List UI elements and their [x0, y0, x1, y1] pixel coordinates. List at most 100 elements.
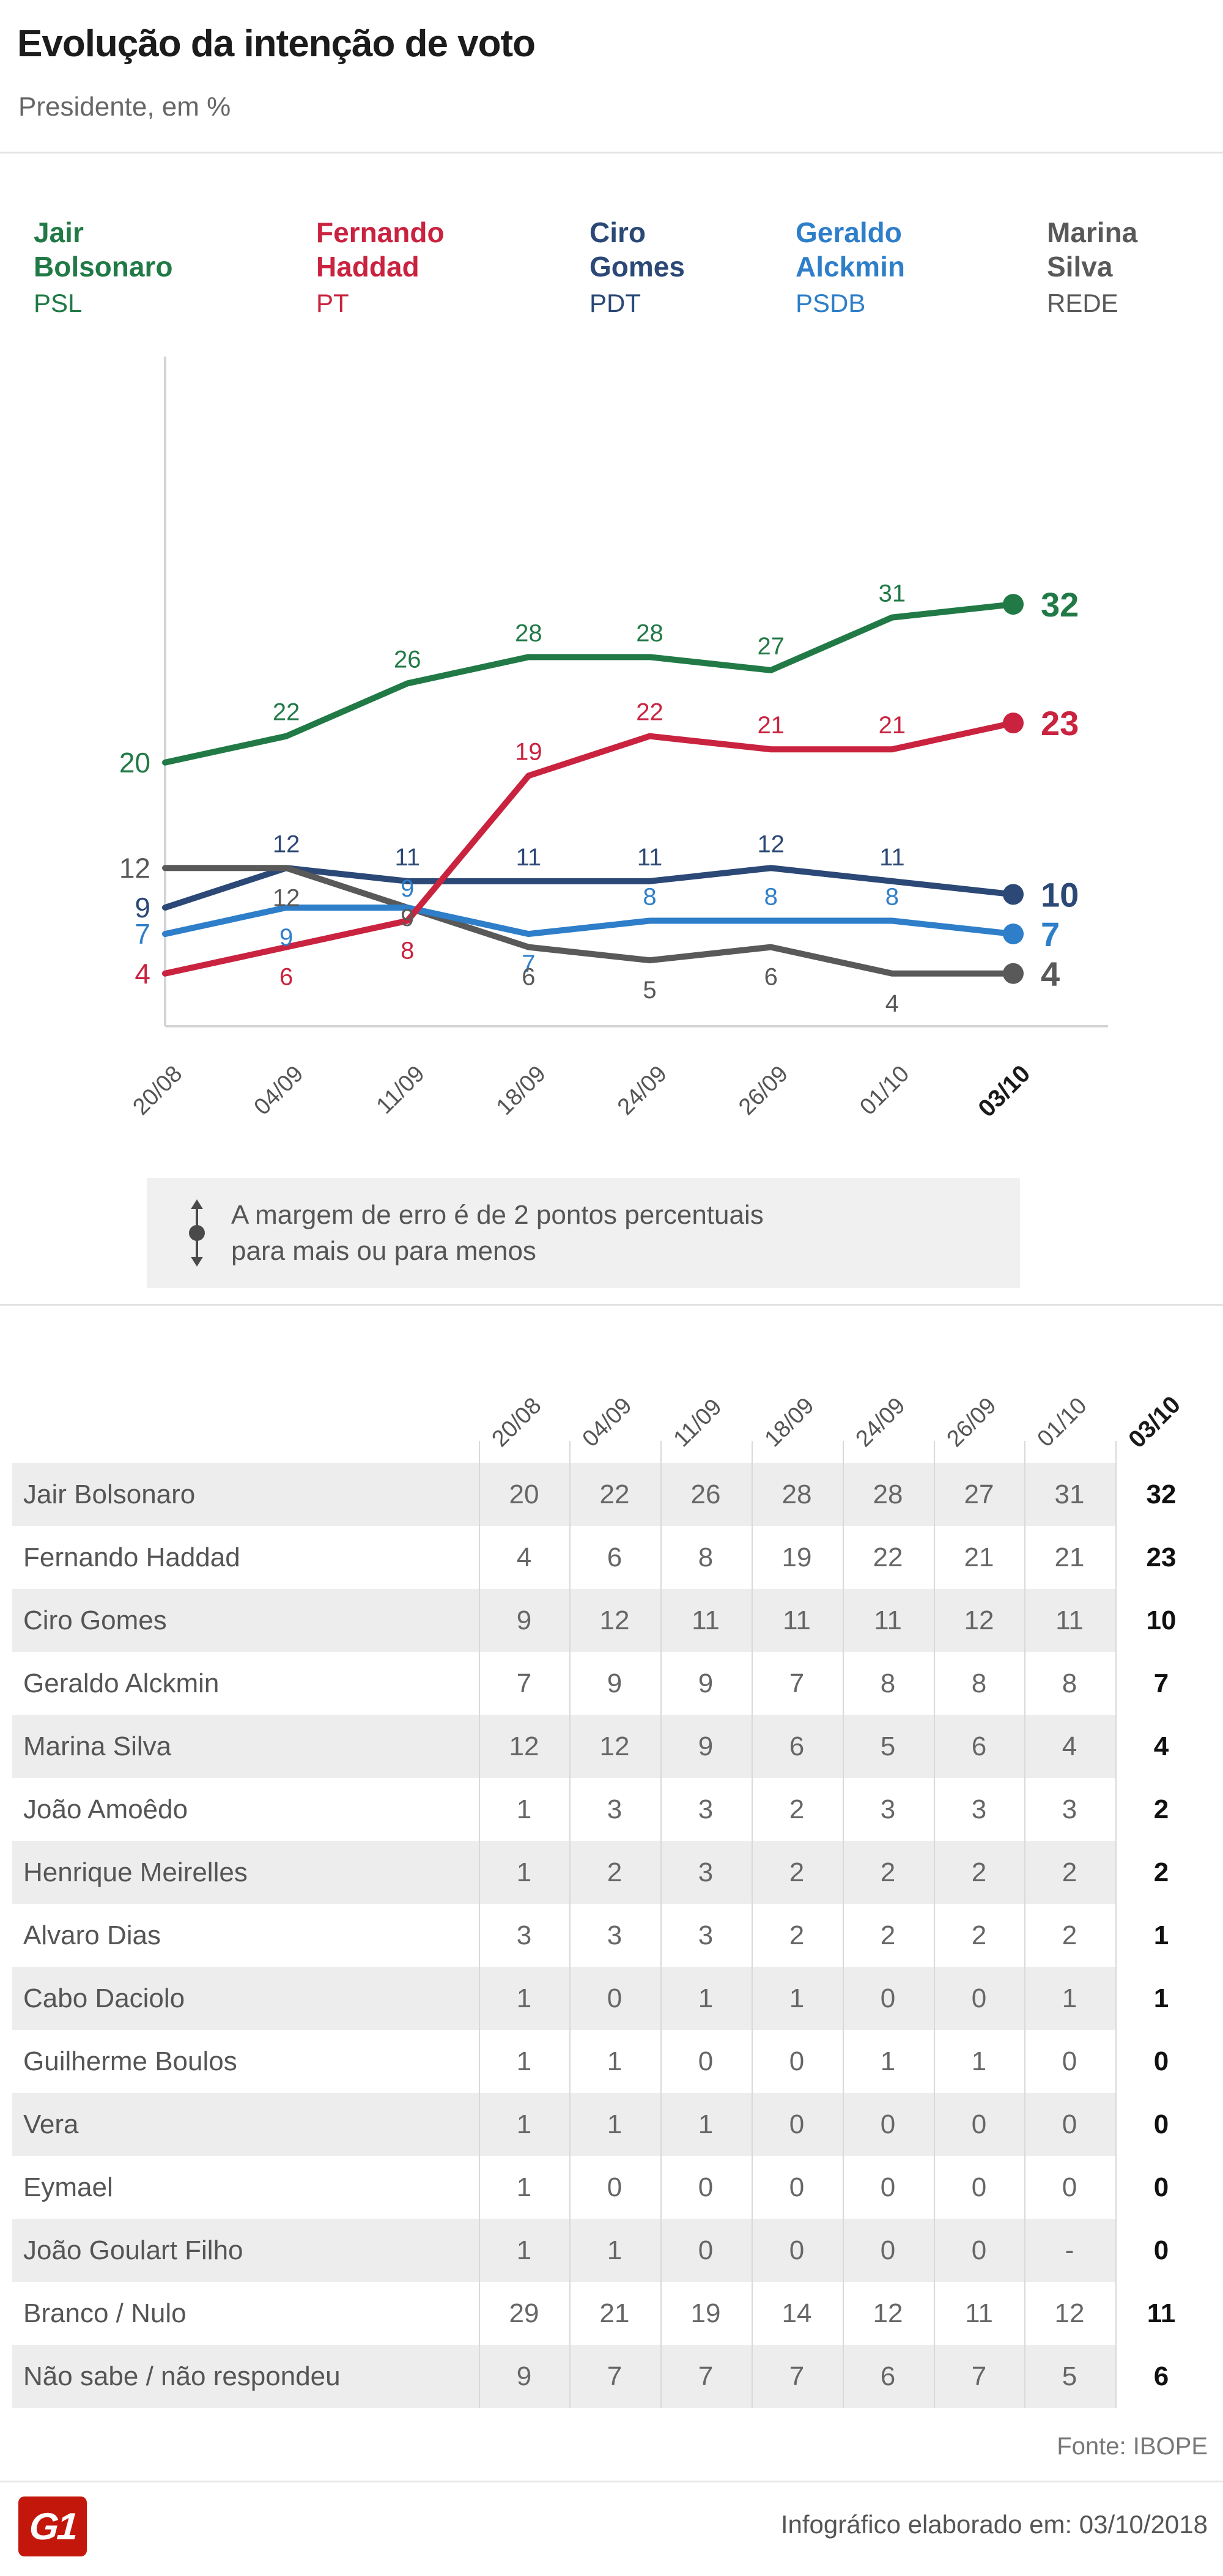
- date-column-header: 04/09: [577, 1393, 637, 1453]
- value-cell: 0: [1153, 2235, 1169, 2265]
- value-cell: 6: [607, 1542, 623, 1572]
- value-cell: 12: [599, 1731, 630, 1761]
- value-cell: 31: [1054, 1479, 1085, 1509]
- value-cell: 26: [690, 1479, 721, 1509]
- value-cell: 3: [1062, 1794, 1077, 1824]
- value-cell: 2: [1153, 1857, 1169, 1887]
- value-cell: 0: [698, 2172, 714, 2202]
- value-cell: 1: [607, 2109, 623, 2139]
- last-column-highlight: [1117, 1715, 1208, 1778]
- value-cell: 0: [971, 2235, 987, 2265]
- footer-divider: [0, 2481, 1223, 2482]
- value-cell: 21: [964, 1542, 994, 1572]
- x-tick-label: 26/09: [734, 1061, 793, 1120]
- party-label: PT: [316, 289, 349, 317]
- value-cell: 1: [516, 1857, 532, 1887]
- x-tick-label: 18/09: [492, 1061, 551, 1120]
- value-cell: 7: [789, 1668, 805, 1698]
- value-label: 8: [643, 884, 656, 911]
- header-divider: [0, 152, 1223, 154]
- value-cell: 0: [789, 2172, 805, 2202]
- value-cell: 1: [1153, 1920, 1169, 1950]
- table-grid-line: [569, 1441, 571, 2408]
- value-cell: 3: [516, 1920, 532, 1950]
- value-cell: 3: [880, 1794, 896, 1824]
- value-cell: 0: [880, 2235, 896, 2265]
- value-cell: 3: [698, 1857, 714, 1887]
- date-column-header: 24/09: [851, 1393, 911, 1453]
- value-label: 9: [401, 875, 414, 902]
- value-cell: 0: [789, 2046, 805, 2076]
- value-cell: 29: [509, 2298, 539, 2328]
- value-label: 8: [764, 884, 778, 911]
- table-grid-line: [752, 1441, 753, 2408]
- margin-of-error-text: A margem de erro é de 2 pontos percentua…: [231, 1200, 764, 1266]
- value-cell: 8: [880, 1668, 896, 1698]
- value-label: 27: [757, 633, 785, 660]
- value-cell: 0: [607, 1983, 623, 2013]
- value-cell: 12: [599, 1605, 630, 1635]
- candidate-name: Ciro Gomes: [589, 217, 685, 283]
- last-column-highlight: [1117, 1652, 1208, 1715]
- last-column-highlight: [1117, 2345, 1208, 2408]
- value-cell: 21: [599, 2298, 630, 2328]
- value-cell: 0: [698, 2046, 714, 2076]
- value-label: 12: [119, 852, 150, 884]
- value-cell: 10: [1146, 1605, 1177, 1635]
- value-cell: 6: [1153, 2361, 1169, 2391]
- series-line-0: [162, 601, 1016, 766]
- value-cell: 22: [873, 1542, 903, 1572]
- value-cell: 1: [516, 2109, 532, 2139]
- value-cell: 1: [607, 2046, 623, 2076]
- value-label: 4: [1041, 955, 1060, 993]
- value-label: 11: [516, 844, 542, 871]
- value-cell: 3: [607, 1794, 623, 1824]
- value-label: 22: [273, 699, 300, 726]
- value-cell: 7: [607, 2361, 623, 2391]
- candidate-name-cell: Geraldo Alckmin: [23, 1668, 220, 1698]
- value-label: 23: [1041, 704, 1079, 742]
- x-tick-label: 03/10: [973, 1060, 1035, 1122]
- value-cell: 1: [971, 2046, 987, 2076]
- series-end-dot: [1002, 963, 1024, 984]
- value-cell: 1: [516, 1794, 532, 1824]
- g1-logo: G1: [18, 2496, 87, 2556]
- value-cell: 0: [971, 1983, 987, 2013]
- value-cell: 0: [607, 2172, 623, 2202]
- value-cell: 0: [789, 2109, 805, 2139]
- table-row: Branco / Nulo 29 21 19 14 12 11 12 11: [12, 2282, 1208, 2345]
- value-label: 7: [1041, 915, 1060, 953]
- table-row: Ciro Gomes 9 12 11 11 11 12 11 10: [12, 1589, 1208, 1652]
- table-grid-line: [1115, 1441, 1117, 2408]
- table-row: Alvaro Dias 3 3 3 2 2 2 2 1: [12, 1904, 1208, 1967]
- value-cell: 32: [1146, 1479, 1177, 1509]
- value-cell: 2: [789, 1857, 805, 1887]
- value-label: 11: [879, 844, 905, 871]
- table-grid-line: [934, 1441, 935, 2408]
- table-row: Cabo Daciolo 1 0 1 1 0 0 1 1: [12, 1967, 1208, 2030]
- value-cell: 11: [692, 1605, 720, 1635]
- value-cell: 8: [1062, 1668, 1077, 1698]
- candidate-name-cell: Guilherme Boulos: [23, 2046, 237, 2076]
- value-cell: 2: [789, 1920, 805, 1950]
- candidate-name: Fernando Haddad: [316, 217, 445, 283]
- value-cell: 1: [698, 2109, 714, 2139]
- value-cell: 6: [789, 1731, 805, 1761]
- value-cell: 4: [1153, 1731, 1169, 1761]
- value-cell: 11: [1055, 1605, 1084, 1635]
- last-column-highlight: [1117, 2093, 1208, 2156]
- table-grid-line: [660, 1441, 662, 2408]
- value-label: 6: [764, 964, 778, 991]
- date-column-header: 18/09: [759, 1393, 819, 1453]
- value-cell: 0: [880, 2172, 896, 2202]
- value-cell: 9: [698, 1668, 714, 1698]
- value-cell: 12: [509, 1731, 539, 1761]
- candidate-name-cell: João Goulart Filho: [23, 2235, 243, 2265]
- legend-item-pdt: Ciro Gomes PDT: [589, 215, 685, 318]
- last-column-highlight: [1117, 1589, 1208, 1652]
- x-tick-label: 24/09: [613, 1061, 672, 1120]
- elaboration-date-text: Infográfico elaborado em: 03/10/2018: [780, 2510, 1208, 2539]
- value-cell: 7: [1153, 1668, 1169, 1698]
- date-column-header: 01/10: [1032, 1393, 1092, 1453]
- value-cell: 0: [1153, 2109, 1169, 2139]
